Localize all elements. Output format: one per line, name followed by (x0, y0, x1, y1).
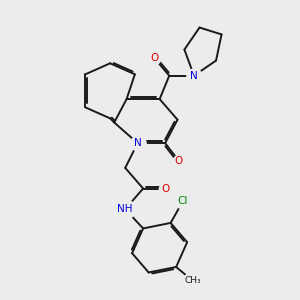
Text: NH: NH (118, 204, 133, 214)
Text: O: O (175, 156, 183, 166)
Text: O: O (150, 53, 158, 63)
Text: CH₃: CH₃ (184, 276, 201, 285)
Text: O: O (161, 184, 169, 194)
Text: N: N (134, 138, 142, 148)
Text: Cl: Cl (178, 196, 188, 206)
Text: N: N (190, 71, 198, 81)
